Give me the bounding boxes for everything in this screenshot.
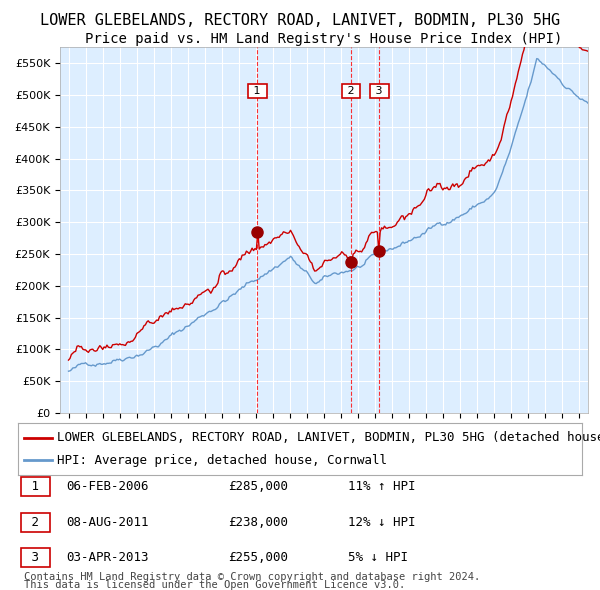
Text: LOWER GLEBELANDS, RECTORY ROAD, LANIVET, BODMIN, PL30 5HG (detached house): LOWER GLEBELANDS, RECTORY ROAD, LANIVET,… [58, 431, 600, 444]
Text: HPI: Average price, detached house, Cornwall: HPI: Average price, detached house, Corn… [58, 454, 388, 467]
Text: 3: 3 [373, 86, 386, 96]
Text: Contains HM Land Registry data © Crown copyright and database right 2024.: Contains HM Land Registry data © Crown c… [24, 572, 480, 582]
Text: 12% ↓ HPI: 12% ↓ HPI [348, 516, 415, 529]
Text: 11% ↑ HPI: 11% ↑ HPI [348, 480, 415, 493]
Title: Price paid vs. HM Land Registry's House Price Index (HPI): Price paid vs. HM Land Registry's House … [85, 32, 563, 46]
Text: 5% ↓ HPI: 5% ↓ HPI [348, 551, 408, 564]
Text: LOWER GLEBELANDS, RECTORY ROAD, LANIVET, BODMIN, PL30 5HG: LOWER GLEBELANDS, RECTORY ROAD, LANIVET,… [40, 13, 560, 28]
Text: £238,000: £238,000 [228, 516, 288, 529]
Text: 03-APR-2013: 03-APR-2013 [66, 551, 149, 564]
Text: This data is licensed under the Open Government Licence v3.0.: This data is licensed under the Open Gov… [24, 581, 405, 590]
Text: 2: 2 [344, 86, 358, 96]
Text: £285,000: £285,000 [228, 480, 288, 493]
Text: 2: 2 [24, 516, 47, 529]
Text: £255,000: £255,000 [228, 551, 288, 564]
Text: 1: 1 [250, 86, 265, 96]
Text: 08-AUG-2011: 08-AUG-2011 [66, 516, 149, 529]
Text: 06-FEB-2006: 06-FEB-2006 [66, 480, 149, 493]
Text: 3: 3 [24, 551, 47, 564]
Text: 1: 1 [24, 480, 47, 493]
